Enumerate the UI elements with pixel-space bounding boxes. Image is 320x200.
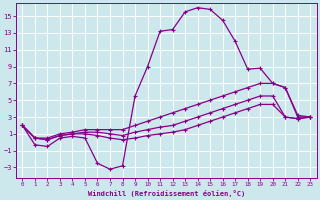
- X-axis label: Windchill (Refroidissement éolien,°C): Windchill (Refroidissement éolien,°C): [88, 190, 245, 197]
